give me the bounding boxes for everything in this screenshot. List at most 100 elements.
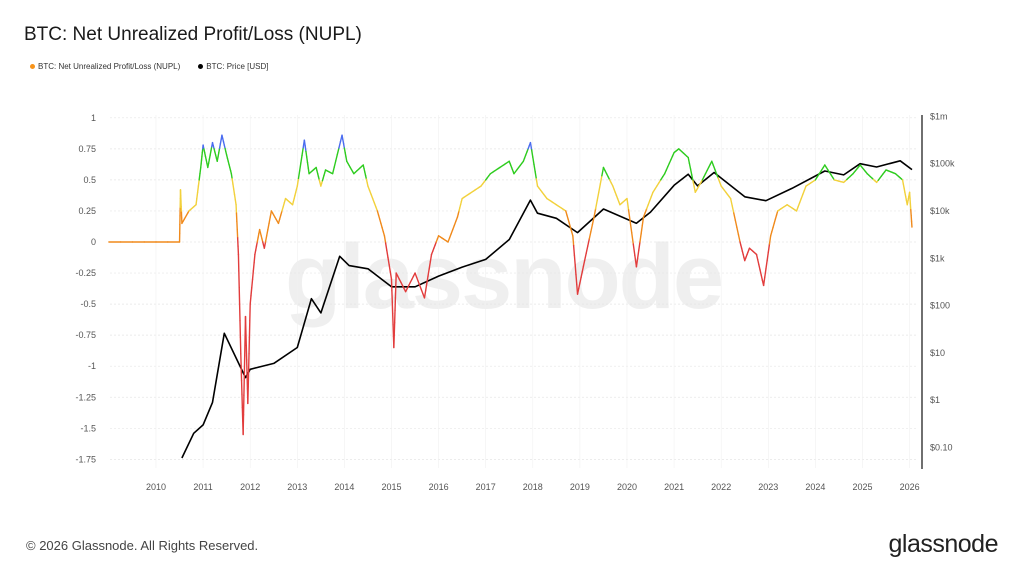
nupl-segment bbox=[687, 156, 691, 165]
nupl-segment bbox=[593, 208, 597, 218]
nupl-segment bbox=[447, 237, 451, 243]
nupl-segment bbox=[775, 210, 779, 216]
nupl-segment bbox=[306, 161, 309, 169]
nupl-segment bbox=[569, 226, 573, 233]
nupl-segment bbox=[530, 149, 534, 158]
nupl-segment bbox=[281, 206, 284, 212]
nupl-segment bbox=[196, 191, 199, 200]
nupl-segment bbox=[904, 195, 908, 202]
y-right-tick-label: $1 bbox=[930, 395, 940, 405]
nupl-segment bbox=[381, 226, 384, 233]
nupl-segment bbox=[257, 233, 260, 239]
nupl-segment bbox=[415, 276, 419, 283]
nupl-segment bbox=[529, 141, 533, 151]
nupl-segment bbox=[795, 206, 799, 212]
nupl-segment bbox=[578, 282, 581, 290]
nupl-segment bbox=[265, 228, 269, 237]
nupl-segment bbox=[296, 177, 300, 187]
nupl-segment bbox=[209, 150, 212, 156]
nupl-segment bbox=[565, 210, 568, 216]
nupl-segment bbox=[626, 197, 630, 211]
nupl-segment bbox=[766, 251, 769, 262]
nupl-segment bbox=[414, 272, 418, 278]
nupl-segment bbox=[233, 193, 236, 201]
nupl-segment bbox=[568, 222, 572, 229]
nupl-segment bbox=[298, 162, 302, 172]
nupl-segment bbox=[342, 143, 346, 149]
y-right-tick-label: $10k bbox=[930, 206, 950, 216]
nupl-segment bbox=[579, 276, 582, 284]
y-left-tick-label: 0 bbox=[91, 237, 96, 247]
nupl-segment bbox=[631, 231, 634, 245]
nupl-segment bbox=[429, 253, 433, 263]
legend-item-price[interactable]: BTC: Price [USD] bbox=[198, 62, 269, 71]
nupl-segment bbox=[216, 156, 219, 162]
nupl-segment bbox=[570, 230, 574, 237]
nupl-segment bbox=[344, 151, 347, 158]
nupl-segment bbox=[249, 295, 252, 305]
nupl-segment bbox=[304, 145, 307, 153]
nupl-segment bbox=[231, 178, 234, 185]
nupl-segment bbox=[254, 245, 258, 251]
nupl-segment bbox=[277, 218, 281, 225]
y-left-tick-label: -0.75 bbox=[75, 330, 96, 340]
nupl-segment bbox=[196, 185, 200, 194]
nupl-segment bbox=[533, 163, 536, 173]
nupl-segment bbox=[580, 271, 583, 279]
nupl-segment bbox=[758, 264, 761, 271]
nupl-segment bbox=[268, 216, 271, 225]
y-right-tick-label: $0.10 bbox=[930, 443, 953, 453]
nupl-segment bbox=[333, 160, 337, 168]
nupl-segment bbox=[718, 181, 722, 187]
nupl-segment bbox=[427, 268, 430, 277]
nupl-segment bbox=[585, 245, 589, 255]
y-right-tick-label: $1k bbox=[930, 253, 945, 263]
nupl-segment bbox=[689, 168, 693, 176]
nupl-segment bbox=[712, 164, 716, 171]
nupl-segment bbox=[450, 228, 454, 235]
nupl-segment bbox=[338, 140, 342, 149]
nupl-segment bbox=[280, 210, 283, 216]
nupl-segment bbox=[367, 185, 371, 191]
nupl-segment bbox=[452, 224, 455, 231]
nupl-segment bbox=[250, 286, 253, 297]
y-left-tick-label: -1 bbox=[88, 361, 96, 371]
nupl-segment bbox=[331, 166, 335, 175]
nupl-segment bbox=[566, 214, 569, 220]
chart-title: BTC: Net Unrealized Profit/Loss (NUPL) bbox=[24, 24, 362, 45]
nupl-segment bbox=[731, 205, 735, 214]
nupl-segment bbox=[426, 275, 429, 285]
nupl-segment bbox=[306, 156, 309, 164]
nupl-segment bbox=[210, 146, 213, 152]
nupl-segment bbox=[424, 282, 428, 292]
x-tick-label: 2021 bbox=[664, 482, 684, 492]
nupl-segment bbox=[642, 212, 646, 218]
nupl-segment bbox=[596, 191, 600, 202]
nupl-segment bbox=[904, 191, 907, 198]
nupl-segment bbox=[583, 252, 587, 262]
legend-dot bbox=[30, 64, 35, 69]
y-left-tick-label: -1.75 bbox=[75, 454, 96, 464]
legend-label: BTC: Net Unrealized Profit/Loss (NUPL) bbox=[38, 62, 181, 71]
nupl-segment bbox=[599, 175, 603, 185]
nupl-segment bbox=[636, 249, 640, 260]
nupl-segment bbox=[737, 234, 741, 243]
nupl-segment bbox=[263, 241, 267, 249]
nupl-segment bbox=[382, 230, 386, 237]
x-tick-label: 2024 bbox=[805, 482, 825, 492]
nupl-segment bbox=[428, 260, 432, 270]
nupl-segment bbox=[251, 278, 254, 289]
nupl-segment bbox=[342, 138, 345, 145]
nupl-segment bbox=[307, 167, 310, 175]
nupl-segment bbox=[218, 143, 222, 149]
y-right-tick-label: $100k bbox=[930, 159, 955, 169]
nupl-segment bbox=[336, 147, 340, 156]
nupl-segment bbox=[573, 254, 576, 266]
nupl-segment bbox=[714, 168, 718, 175]
legend-item-nupl[interactable]: BTC: Net Unrealized Profit/Loss (NUPL) bbox=[30, 62, 180, 71]
x-tick-label: 2023 bbox=[758, 482, 778, 492]
nupl-segment bbox=[532, 156, 535, 166]
nupl-segment bbox=[759, 269, 762, 276]
nupl-segment bbox=[767, 243, 771, 254]
nupl-segment bbox=[601, 166, 605, 177]
